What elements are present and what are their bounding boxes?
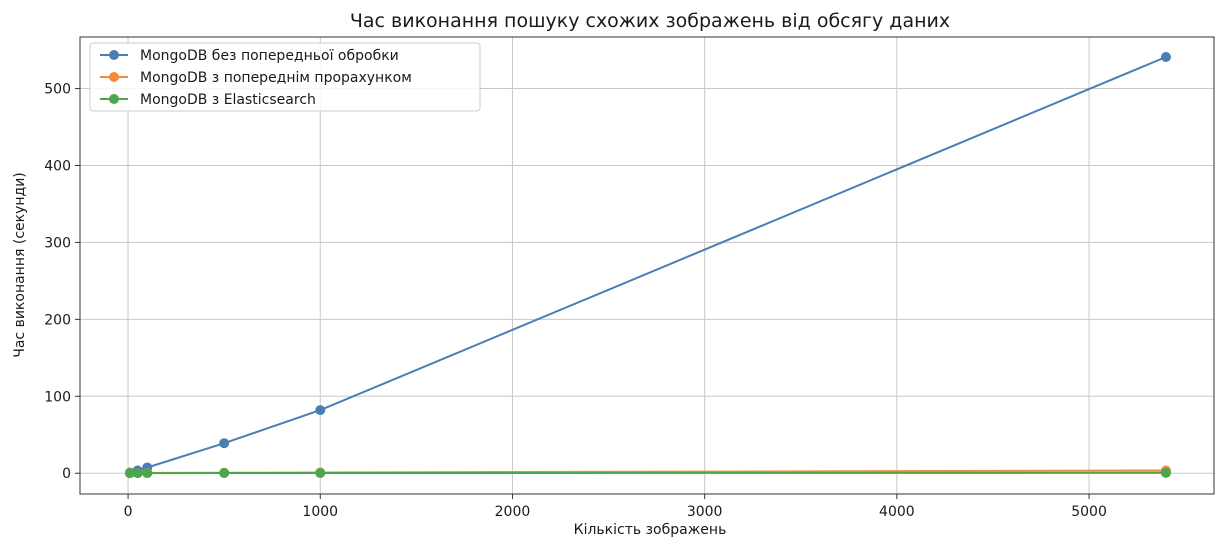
x-tick-label: 5000 [1071,504,1107,520]
series-2-point [124,468,135,479]
legend-swatch-marker [109,72,119,82]
series-2-point [142,468,153,479]
legend-swatch-marker [109,94,119,104]
x-tick-label: 3000 [687,504,723,520]
x-tick-label: 1000 [302,504,338,520]
series-0-point [1160,52,1171,63]
series-0-point [315,405,326,416]
x-tick-label: 2000 [495,504,531,520]
series-2-point [315,467,326,478]
ticks: 0 1000 2000 3000 4000 5000 0 100 200 300 400 500 [44,82,1107,520]
plot-frame [79,36,1215,495]
series-2-point [132,468,143,479]
legend-box [89,42,481,112]
series-2-point [1160,467,1171,478]
series-layer [124,52,1171,479]
legend-label: MongoDB з Elasticsearch [140,92,316,108]
y-tick-label: 500 [44,82,71,98]
legend-swatch-marker [109,50,119,60]
series-0-point [219,438,230,449]
y-tick-label: 300 [44,235,71,251]
y-tick-label: 0 [62,466,71,482]
y-tick-label: 400 [44,158,71,174]
x-tick-label: 4000 [879,504,915,520]
legend-label: MongoDB без попередньої обробки [140,48,399,64]
x-axis-label: Кількість зображень [574,522,727,538]
series-2-point [219,467,230,478]
legend-label: MongoDB з попереднім прорахунком [140,70,412,86]
series-line-0 [129,56,1167,474]
y-tick-label: 200 [44,312,71,328]
y-axis-label: Час виконання (секунди) [12,172,28,358]
y-tick-label: 100 [44,389,71,405]
legend: MongoDB без попередньої обробки MongoDB з… [89,42,481,112]
chart-title: Час виконання пошуку схожих зображень ві… [350,10,950,32]
x-tick-label: 0 [124,504,133,520]
